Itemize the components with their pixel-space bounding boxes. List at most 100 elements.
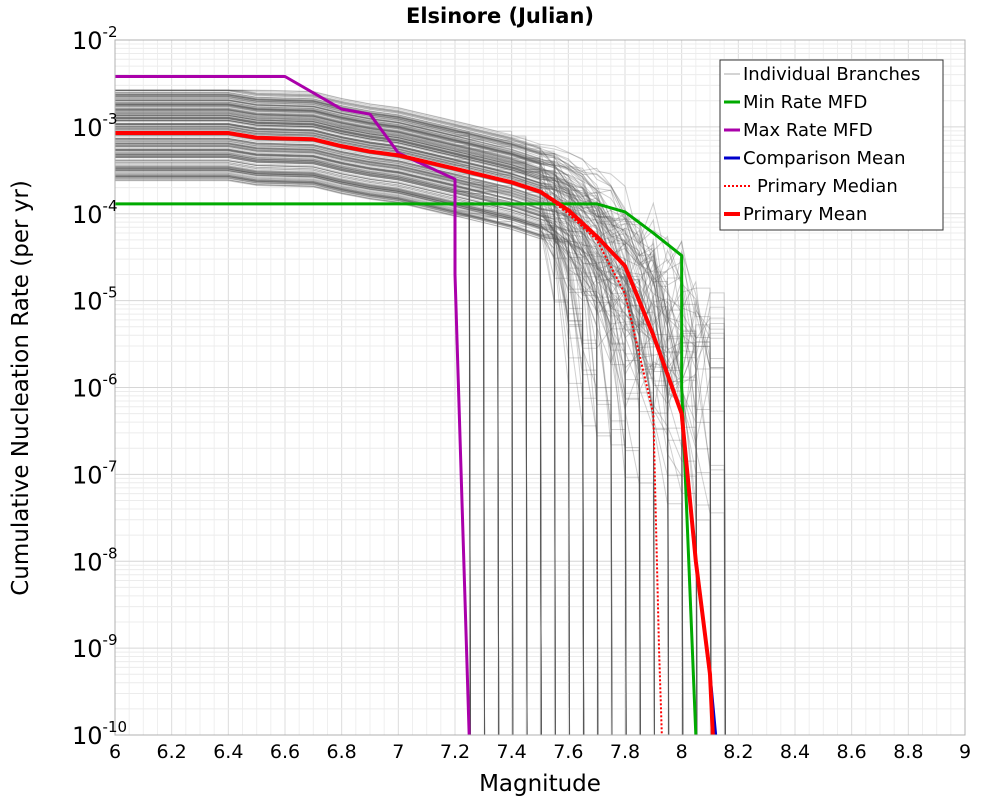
branch-line <box>115 100 670 735</box>
branch-line <box>115 140 542 735</box>
branch-line <box>115 94 684 735</box>
branch-line <box>115 89 514 735</box>
branch-line <box>115 166 684 735</box>
branch-line <box>115 123 684 735</box>
branch-line <box>115 113 670 735</box>
branch-line <box>115 156 627 735</box>
branch-line <box>115 165 726 735</box>
x-tick-label: 8.6 <box>837 741 867 763</box>
branch-line <box>115 170 542 735</box>
branch-line <box>115 112 528 735</box>
branch-line <box>115 90 542 735</box>
branch-line <box>115 122 514 735</box>
branch-line <box>115 156 627 735</box>
branch-line <box>115 176 698 735</box>
branch-line <box>115 119 571 735</box>
branch-line <box>115 160 670 735</box>
branch-line <box>115 163 500 735</box>
branch-line <box>115 104 726 735</box>
x-tick-label: 8.8 <box>893 741 923 763</box>
x-axis-label: Magnitude <box>479 771 601 797</box>
branch-line <box>115 179 556 735</box>
branch-line <box>115 167 670 735</box>
branch-line <box>115 103 556 735</box>
branch-line <box>115 152 599 735</box>
x-tick-label: 7.6 <box>553 741 583 763</box>
branch-line <box>115 144 585 735</box>
branch-line <box>115 104 684 735</box>
branch-line <box>115 168 585 735</box>
branch-line <box>115 100 726 735</box>
legend-label: Max Rate MFD <box>743 120 873 141</box>
branch-line <box>115 154 542 735</box>
branch-line <box>115 92 556 735</box>
branch-line <box>115 90 585 735</box>
branch-line <box>115 155 599 735</box>
branch-line <box>115 107 641 735</box>
branch-line <box>115 175 684 735</box>
x-tick-label: 6 <box>109 741 121 763</box>
branch-line <box>115 117 542 735</box>
branch-line <box>115 177 599 735</box>
branch-line <box>115 143 712 735</box>
branch-line <box>115 163 585 735</box>
x-tick-label: 9 <box>959 741 971 763</box>
branch-line <box>115 103 655 735</box>
branch-line <box>115 99 641 735</box>
branch-line <box>115 125 471 735</box>
branch-line <box>115 97 712 735</box>
branch-line <box>115 168 627 735</box>
branch-line <box>115 105 599 735</box>
legend-label: Individual Branches <box>743 64 920 85</box>
branch-line <box>115 129 571 735</box>
branch-line <box>115 96 528 735</box>
x-tick-label: 7.4 <box>497 741 527 763</box>
branch-line <box>115 112 670 735</box>
branch-line <box>115 143 571 735</box>
branch-line <box>115 104 712 735</box>
branch-line <box>115 120 471 735</box>
branch-line <box>115 120 726 735</box>
branch-line <box>115 99 571 735</box>
y-axis-ticks: 10-2 10-3 10-4 10-5 10-6 10-7 10-8 10-9 10-10 <box>72 23 127 750</box>
branch-line <box>115 142 670 735</box>
branch-line <box>115 102 712 735</box>
branch-line <box>115 157 684 735</box>
branch-line <box>115 166 613 735</box>
branch-line <box>115 154 486 735</box>
branch-line <box>115 119 726 735</box>
branch-line <box>115 106 471 735</box>
branch-line <box>115 108 500 735</box>
branch-line <box>115 170 528 735</box>
branch-line <box>115 89 599 735</box>
branch-line <box>115 89 571 735</box>
branch-line <box>115 177 726 735</box>
branch-line <box>115 110 684 735</box>
branch-line <box>115 98 528 735</box>
branch-line <box>115 143 486 735</box>
branch-line <box>115 142 655 735</box>
y-tick-label: 10-3 <box>72 110 118 142</box>
branch-line <box>115 112 684 735</box>
branch-line <box>115 128 698 735</box>
branch-line <box>115 158 599 735</box>
branch-line <box>115 119 599 735</box>
legend-label: Primary Median <box>757 176 898 197</box>
branch-line <box>115 167 641 735</box>
branch-line <box>115 114 542 735</box>
branch-line <box>115 89 528 735</box>
branch-line <box>115 145 514 735</box>
branch-line <box>115 168 571 735</box>
branch-line <box>115 176 655 735</box>
x-tick-label: 7.2 <box>440 741 470 763</box>
branch-line <box>115 123 698 735</box>
branch-line <box>115 122 528 735</box>
branch-line <box>115 172 613 735</box>
branch-line <box>115 137 542 735</box>
branch-line <box>115 124 599 735</box>
branch-line <box>115 107 542 735</box>
branch-line <box>115 101 556 735</box>
branch-line <box>115 94 684 735</box>
branch-line <box>115 180 471 735</box>
branch-line <box>115 176 585 735</box>
